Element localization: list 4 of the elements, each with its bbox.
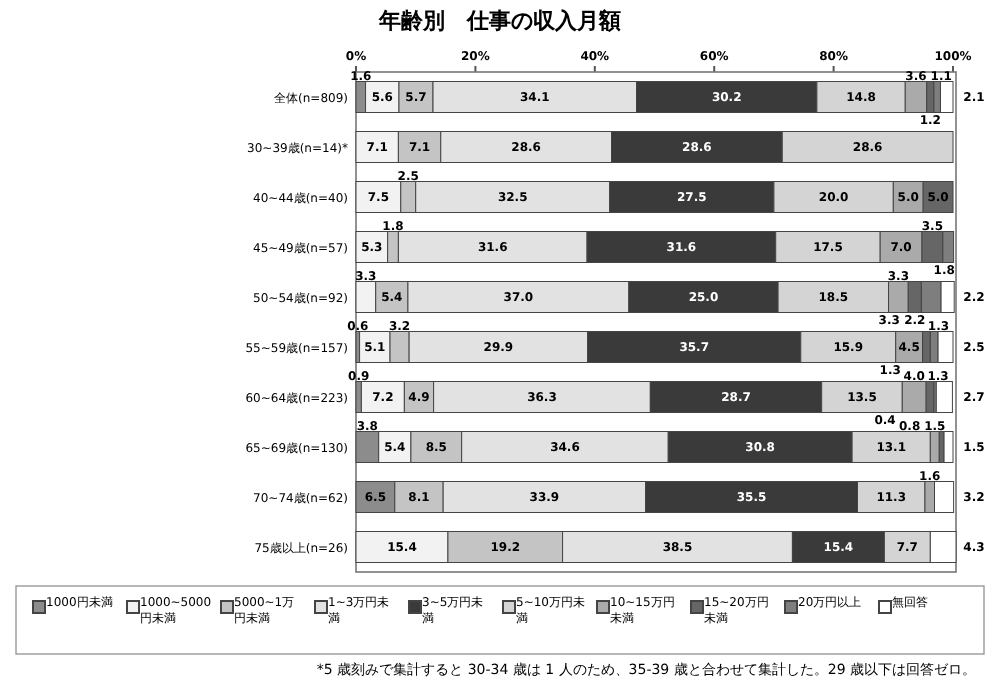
bar [939, 81, 954, 113]
title: 年齢別 仕事の収入月額 [379, 8, 621, 34]
bar [937, 331, 954, 363]
bar [943, 431, 954, 463]
